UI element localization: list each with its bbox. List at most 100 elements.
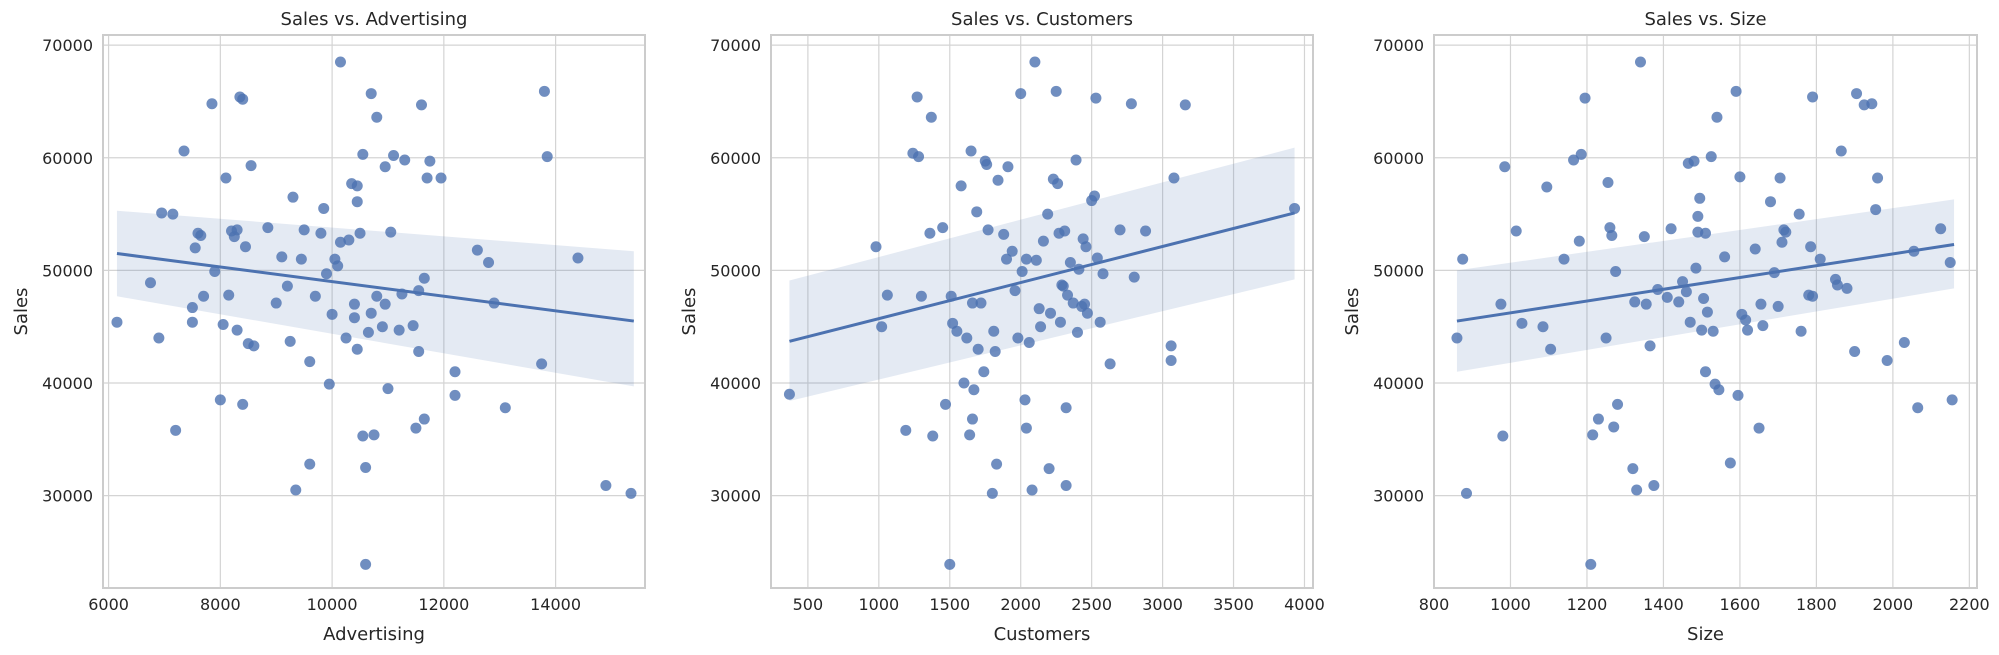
- data-point: [295, 253, 307, 265]
- data-point: [989, 345, 1001, 357]
- data-point: [1495, 298, 1507, 310]
- data-point: [925, 111, 937, 123]
- y-tick-label: 40000: [1373, 374, 1424, 393]
- data-point: [927, 430, 939, 442]
- data-point: [1179, 99, 1191, 111]
- x-tick-label: 1500: [929, 595, 970, 614]
- data-point: [186, 316, 198, 328]
- data-point: [239, 241, 251, 253]
- data-point: [1612, 398, 1624, 410]
- data-point: [471, 244, 483, 256]
- data-point: [371, 290, 383, 302]
- data-point: [1088, 190, 1100, 202]
- data-point: [1629, 296, 1641, 308]
- data-point: [783, 388, 795, 400]
- data-point: [1016, 266, 1028, 278]
- data-point: [1600, 332, 1612, 344]
- data-point: [262, 222, 274, 234]
- data-point: [924, 227, 936, 239]
- data-point: [388, 150, 400, 162]
- data-point: [410, 422, 422, 434]
- data-point: [1898, 336, 1910, 348]
- regression-line: [116, 252, 635, 323]
- data-point: [915, 290, 927, 302]
- data-point: [1168, 172, 1180, 184]
- x-tick-label: 10000: [307, 595, 358, 614]
- data-point: [413, 345, 425, 357]
- plot-frame: [770, 34, 1314, 589]
- data-point: [1451, 332, 1463, 344]
- data-point: [1060, 402, 1072, 414]
- data-point: [1090, 92, 1102, 104]
- y-tick-label: 60000: [1373, 149, 1424, 168]
- data-point: [870, 241, 882, 253]
- data-point: [321, 268, 333, 280]
- data-point: [625, 487, 637, 499]
- data-point: [418, 272, 430, 284]
- data-point: [900, 424, 912, 436]
- data-point: [237, 93, 249, 105]
- data-point: [1608, 421, 1620, 433]
- data-point: [1648, 480, 1660, 492]
- data-point: [988, 325, 1000, 337]
- x-tick-label: 1600: [1720, 595, 1761, 614]
- data-point: [209, 266, 221, 278]
- data-point: [1732, 389, 1744, 401]
- confidence-band: [1456, 199, 1955, 372]
- data-point: [340, 332, 352, 344]
- data-point: [1713, 384, 1725, 396]
- data-point: [1851, 88, 1863, 100]
- x-tick-label: 8000: [200, 595, 241, 614]
- data-point: [1793, 208, 1805, 220]
- data-point: [393, 324, 405, 336]
- x-tick-label: 3500: [1213, 595, 1254, 614]
- regression-line: [1456, 243, 1955, 323]
- data-point: [913, 151, 925, 163]
- data-point: [1606, 229, 1618, 241]
- data-point: [1094, 316, 1106, 328]
- data-point: [1711, 111, 1723, 123]
- data-point: [944, 558, 956, 570]
- x-tick-label: 800: [1419, 595, 1450, 614]
- data-point: [1037, 235, 1049, 247]
- chart-title: Sales vs. Size: [1644, 9, 1766, 30]
- data-point: [376, 321, 388, 333]
- data-point: [1575, 148, 1587, 160]
- data-point: [998, 228, 1010, 240]
- data-point: [144, 277, 156, 289]
- data-point: [1097, 268, 1109, 280]
- data-point: [538, 85, 550, 97]
- data-point: [214, 394, 226, 406]
- data-point: [351, 343, 363, 355]
- data-point: [536, 358, 548, 370]
- data-point: [911, 91, 923, 103]
- data-point: [961, 332, 973, 344]
- data-point: [1070, 154, 1082, 166]
- data-point: [1719, 251, 1731, 263]
- data-point: [1537, 321, 1549, 333]
- data-point: [318, 202, 330, 214]
- data-point: [1872, 172, 1884, 184]
- data-point: [231, 324, 243, 336]
- data-point: [354, 227, 366, 239]
- data-point: [1680, 286, 1692, 298]
- regression-line: [789, 211, 1295, 343]
- y-tick-label: 30000: [42, 487, 93, 506]
- data-point: [1030, 254, 1042, 266]
- x-tick-label: 1000: [858, 595, 899, 614]
- data-point: [153, 332, 165, 344]
- data-point: [1734, 171, 1746, 183]
- data-point: [348, 298, 360, 310]
- data-point: [1831, 279, 1843, 291]
- data-point: [365, 88, 377, 100]
- data-point: [348, 312, 360, 324]
- data-point: [360, 558, 372, 570]
- data-point: [156, 207, 168, 219]
- data-point: [1944, 257, 1956, 269]
- y-tick-label: 50000: [1373, 261, 1424, 280]
- data-point: [981, 159, 993, 171]
- data-point: [1780, 226, 1792, 238]
- data-point: [1165, 340, 1177, 352]
- data-point: [1705, 151, 1717, 163]
- data-point: [1696, 324, 1708, 336]
